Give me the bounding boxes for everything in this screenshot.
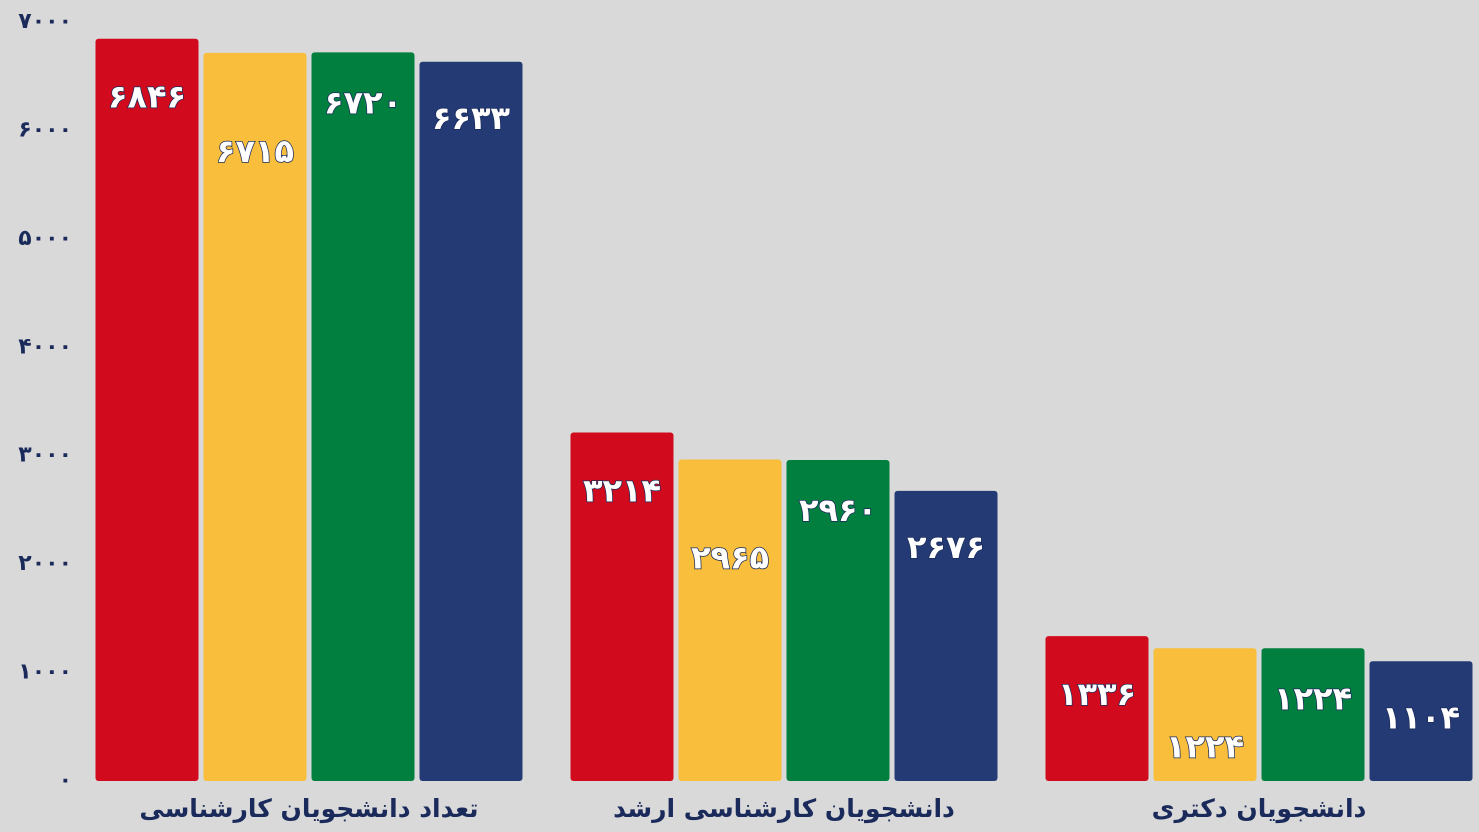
bar — [203, 52, 307, 781]
y-tick-label: ۳۰۰۰ — [18, 443, 72, 468]
value-label: ۶۷۱۵ — [216, 132, 294, 170]
y-tick-label: ۴۰۰۰ — [18, 334, 72, 359]
value-label: ۱۱۰۴ — [1382, 698, 1460, 736]
bar — [786, 460, 890, 781]
bar — [1261, 648, 1365, 781]
x-tick-label: دانشجویان دکتری — [1152, 794, 1367, 824]
y-tick-label: ۱۰۰۰ — [18, 660, 72, 685]
y-tick-label: ۰ — [59, 768, 72, 793]
bar — [311, 52, 415, 782]
bar — [1153, 648, 1257, 781]
value-label: ۲۶۷۶ — [907, 528, 985, 566]
y-tick-label: ۶۰۰۰ — [18, 117, 72, 142]
value-label: ۳۲۱۴ — [583, 472, 661, 510]
value-label: ۶۶۳۳ — [432, 99, 511, 137]
bar — [894, 490, 998, 781]
value-label: ۶۸۴۶ — [108, 78, 186, 116]
y-tick-label: ۷۰۰۰ — [18, 9, 72, 34]
y-tick-label: ۵۰۰۰ — [18, 226, 72, 251]
value-label: ۲۹۶۵ — [691, 539, 769, 577]
value-label: ۶۷۲۰ — [324, 83, 402, 121]
bar — [570, 432, 674, 781]
y-tick-label: ۲۰۰۰ — [18, 551, 72, 576]
x-tick-label: دانشجویان کارشناسی ارشد — [613, 794, 955, 824]
value-label: ۲۹۶۰ — [799, 491, 877, 529]
bar — [1045, 636, 1149, 781]
value-label: ۱۳۳۶ — [1058, 675, 1136, 713]
value-label: ۱۲۲۴ — [1166, 727, 1244, 765]
bar — [95, 38, 199, 781]
x-tick-label: تعداد دانشجویان کارشناسی — [139, 794, 478, 824]
bar — [678, 459, 782, 781]
bar — [1369, 661, 1473, 781]
bar — [419, 61, 523, 782]
value-label: ۱۲۲۴ — [1274, 679, 1352, 717]
